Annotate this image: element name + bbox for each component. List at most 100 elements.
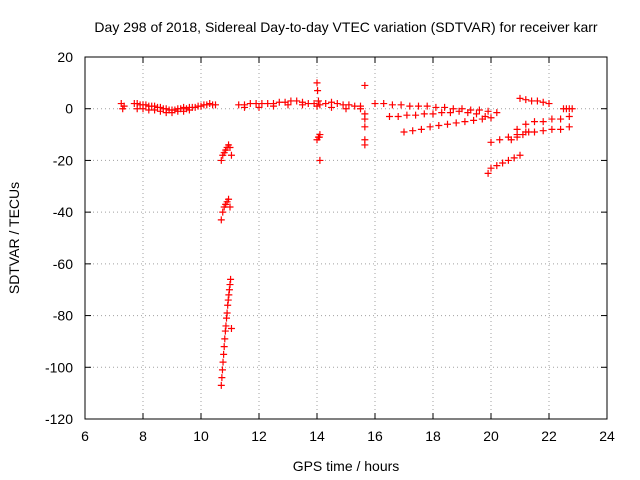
data-point bbox=[545, 100, 553, 108]
data-point bbox=[313, 79, 321, 87]
data-point bbox=[313, 102, 321, 110]
data-point bbox=[218, 374, 226, 382]
data-point bbox=[220, 350, 228, 358]
y-tick-label: 0 bbox=[65, 101, 73, 117]
series-main-band-midday bbox=[235, 97, 364, 110]
series-spike-14-lower bbox=[313, 131, 324, 144]
data-point bbox=[510, 154, 518, 162]
data-point bbox=[314, 87, 322, 95]
data-point bbox=[220, 343, 228, 351]
data-point bbox=[522, 120, 530, 128]
data-point bbox=[519, 131, 527, 139]
data-point bbox=[487, 114, 495, 122]
x-tick-label: 24 bbox=[599, 428, 615, 444]
x-tick-label: 16 bbox=[367, 428, 383, 444]
series-dive-middle bbox=[217, 195, 234, 224]
data-point bbox=[513, 133, 521, 141]
series-isolated-start bbox=[117, 100, 128, 113]
data-points bbox=[117, 79, 576, 389]
data-point bbox=[361, 81, 369, 89]
x-axis-title: GPS time / hours bbox=[293, 458, 400, 474]
data-point bbox=[403, 111, 411, 119]
y-tick-label: -100 bbox=[45, 359, 73, 375]
data-point bbox=[446, 109, 454, 117]
series-dive-lower bbox=[217, 275, 235, 389]
data-point bbox=[452, 119, 460, 127]
data-point bbox=[218, 366, 226, 374]
data-point bbox=[493, 162, 501, 170]
data-point bbox=[539, 118, 547, 126]
data-point bbox=[388, 101, 396, 109]
data-point bbox=[342, 105, 350, 113]
series-late-branch-c bbox=[513, 112, 573, 133]
data-point bbox=[516, 151, 524, 159]
data-point bbox=[361, 115, 369, 123]
data-point bbox=[513, 125, 521, 133]
data-point bbox=[487, 164, 495, 172]
x-tick-label: 10 bbox=[193, 428, 209, 444]
data-point bbox=[565, 123, 573, 131]
y-tick-label: -20 bbox=[53, 152, 73, 168]
data-point bbox=[185, 106, 193, 114]
data-point bbox=[299, 101, 306, 109]
data-point bbox=[507, 136, 515, 144]
y-tick-label: -40 bbox=[53, 204, 73, 220]
x-tick-label: 6 bbox=[81, 428, 89, 444]
data-point bbox=[435, 122, 443, 130]
data-point bbox=[438, 109, 446, 117]
series-main-band-midday-lower bbox=[241, 101, 364, 113]
series-descending-branch bbox=[400, 114, 495, 136]
data-point bbox=[222, 322, 230, 330]
data-point bbox=[557, 115, 565, 123]
series-spike-15-7 bbox=[361, 81, 369, 149]
data-point bbox=[217, 216, 225, 224]
data-point bbox=[217, 156, 225, 164]
data-point bbox=[423, 102, 431, 110]
data-point bbox=[219, 208, 227, 216]
series-late-upper bbox=[516, 94, 553, 108]
data-point bbox=[226, 144, 234, 151]
series-late-mid bbox=[507, 128, 533, 144]
data-point bbox=[412, 111, 420, 119]
data-point bbox=[227, 151, 235, 159]
data-point bbox=[409, 127, 417, 135]
data-point bbox=[516, 94, 524, 102]
data-point bbox=[499, 159, 507, 167]
data-point bbox=[397, 101, 405, 109]
data-point bbox=[120, 102, 128, 110]
data-point bbox=[484, 169, 492, 177]
data-point bbox=[464, 109, 472, 117]
data-point bbox=[217, 381, 225, 389]
y-tick-label: -80 bbox=[53, 308, 73, 324]
data-point bbox=[432, 103, 440, 111]
series-spike-14 bbox=[313, 79, 324, 164]
data-point bbox=[417, 125, 425, 133]
x-tick-label: 18 bbox=[425, 428, 441, 444]
data-point bbox=[539, 127, 547, 135]
data-point bbox=[225, 195, 233, 203]
data-point bbox=[568, 105, 576, 113]
data-point bbox=[226, 203, 234, 211]
data-point bbox=[493, 109, 501, 117]
data-point bbox=[270, 102, 277, 110]
y-tick-label: -60 bbox=[53, 256, 73, 272]
data-point bbox=[539, 98, 547, 106]
data-point bbox=[406, 102, 414, 110]
x-tick-label: 8 bbox=[139, 428, 147, 444]
data-point bbox=[548, 115, 556, 123]
data-point bbox=[221, 335, 229, 343]
data-point bbox=[168, 109, 176, 117]
data-point bbox=[426, 123, 434, 131]
series-main-band-morning-lower bbox=[133, 105, 193, 117]
x-tick-label: 14 bbox=[309, 428, 325, 444]
data-point bbox=[227, 275, 235, 283]
data-point bbox=[361, 141, 369, 149]
data-point bbox=[394, 112, 402, 120]
data-point bbox=[361, 123, 369, 131]
data-point bbox=[151, 106, 159, 114]
data-point bbox=[531, 118, 538, 126]
data-point bbox=[386, 112, 393, 120]
chart-title: Day 298 of 2018, Sidereal Day-to-day VTE… bbox=[94, 19, 597, 35]
data-point bbox=[223, 309, 231, 317]
